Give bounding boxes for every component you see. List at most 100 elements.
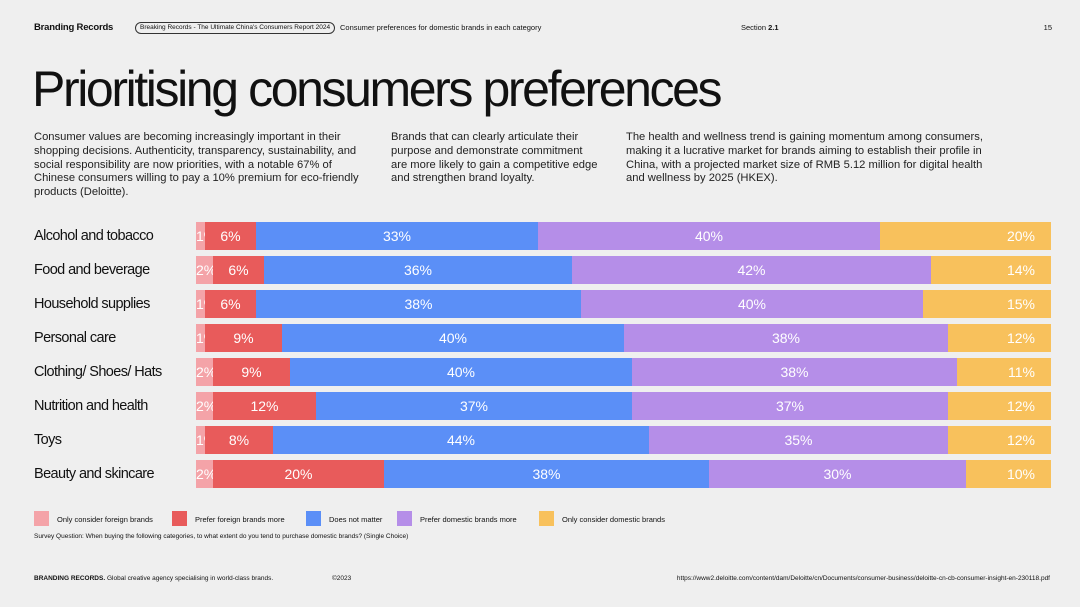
bar-segment: 40%	[538, 222, 880, 250]
legend-label: Does not matter	[329, 515, 383, 524]
category-label: Alcohol and tobacco	[34, 228, 154, 244]
bar-segment: 38%	[256, 290, 581, 318]
category-label: Beauty and skincare	[34, 466, 155, 482]
category-label: Household supplies	[34, 296, 150, 312]
data-label: 1%	[196, 330, 205, 346]
data-label: 12%	[250, 398, 279, 414]
bar-segment: 40%	[282, 324, 624, 352]
data-label: 2%	[196, 262, 213, 278]
report-pill: Breaking Records - The Ultimate China's …	[135, 22, 336, 34]
bar-segment: 40%	[290, 358, 632, 386]
data-label: 14%	[1006, 262, 1035, 278]
bar-segment: 6%	[205, 222, 256, 250]
data-label: 37%	[775, 398, 805, 414]
bar-segment: 9%	[213, 358, 290, 386]
bar-segment: 14%	[931, 256, 1051, 284]
bar-row: 1% 6% 38% 40% 15%	[196, 290, 1051, 318]
intro-paragraph-3: The health and wellness trend is gaining…	[626, 131, 983, 185]
data-label: 40%	[438, 330, 468, 346]
data-label: 6%	[220, 228, 241, 244]
data-label: 12%	[1006, 398, 1035, 414]
brand-name: Branding Records	[34, 22, 114, 33]
data-label: 11%	[1008, 364, 1035, 380]
bar-segment: 11%	[957, 358, 1051, 386]
top-bar: Branding Records Breaking Records - The …	[34, 22, 1052, 36]
bar-segment: 1%	[196, 290, 205, 318]
bar-row: 2% 6% 36% 42% 14%	[196, 256, 1051, 284]
data-label: 40%	[694, 228, 724, 244]
bar-segment: 2%	[196, 256, 213, 284]
bar-segment: 37%	[316, 392, 632, 420]
bar-segment: 6%	[205, 290, 256, 318]
bar-row: 1% 9% 40% 38% 12%	[196, 324, 1051, 352]
bar-segment: 42%	[572, 256, 931, 284]
data-label: 38%	[404, 296, 433, 312]
data-label: 35%	[784, 432, 813, 448]
bar-segment: 38%	[632, 358, 957, 386]
section-number: 2.1	[768, 23, 779, 32]
bar-segment: 20%	[213, 460, 384, 488]
category-label: Food and beverage	[34, 262, 150, 278]
data-label: 1%	[196, 296, 205, 312]
bar-segment: 10%	[966, 460, 1051, 488]
data-label: 9%	[241, 364, 262, 380]
page-title: Prioritising consumers preferences	[32, 61, 723, 117]
header-subtitle: Consumer preferences for domestic brands…	[340, 23, 542, 32]
legend-label: Prefer domestic brands more	[420, 515, 517, 524]
bar-row: 1% 8% 44% 35% 12%	[196, 426, 1051, 454]
bar-segment: 38%	[624, 324, 948, 352]
data-label: 6%	[228, 262, 249, 278]
category-label: Nutrition and health	[34, 398, 148, 414]
bar-segment: 40%	[581, 290, 923, 318]
legend-swatch	[172, 511, 187, 526]
bar-segment: 2%	[196, 392, 213, 420]
bar-row: 1% 6% 33% 40% 20%	[196, 222, 1051, 250]
data-label: 2%	[196, 398, 213, 414]
page-number: 15	[1043, 23, 1052, 32]
data-label: 44%	[446, 432, 476, 448]
legend-swatch	[539, 511, 554, 526]
data-label: 9%	[233, 330, 254, 346]
data-label: 20%	[284, 466, 313, 482]
data-label: 37%	[459, 398, 489, 414]
bar-segment: 2%	[196, 460, 213, 488]
category-label: Toys	[34, 432, 62, 448]
data-label: 1%	[196, 432, 205, 448]
bar-segment: 33%	[256, 222, 538, 250]
bar-segment: 6%	[213, 256, 264, 284]
legend-label: Only consider domestic brands	[562, 515, 665, 524]
bar-segment: 12%	[948, 392, 1051, 420]
data-label: 33%	[382, 228, 412, 244]
data-label: 38%	[771, 330, 801, 346]
data-label: 12%	[1006, 330, 1035, 346]
data-label: 40%	[737, 296, 767, 312]
bar-row: 2% 9% 40% 38% 11%	[196, 358, 1051, 386]
legend-label: Only consider foreign brands	[57, 515, 153, 524]
bar-segment: 30%	[709, 460, 966, 488]
footer-brand-line: BRANDING RECORDS. Global creative agency…	[34, 575, 273, 582]
category-label: Clothing/ Shoes/ Hats	[34, 364, 162, 380]
data-label: 6%	[220, 296, 241, 312]
footer-copyright: ©2023	[332, 575, 352, 582]
stacked-bar-chart: Alcohol and tobacco 1% 6% 33% 40% 20% Food and…	[34, 222, 1051, 490]
bar-segment: 8%	[205, 426, 273, 454]
legend-swatch	[397, 511, 412, 526]
bar-row: 2% 20% 38% 30% 10%	[196, 460, 1051, 488]
data-label: 12%	[1006, 432, 1035, 448]
bar-segment: 9%	[205, 324, 282, 352]
bar-segment: 36%	[264, 256, 572, 284]
data-label: 1%	[196, 228, 205, 244]
data-label: 2%	[196, 364, 213, 380]
bar-segment: 12%	[948, 324, 1051, 352]
data-label: 36%	[403, 262, 433, 278]
data-label: 10%	[1006, 466, 1035, 482]
bar-segment: 44%	[273, 426, 649, 454]
bar-segment: 2%	[196, 358, 213, 386]
intro-paragraph-2: Brands that can clearly articulate their…	[391, 131, 598, 185]
bar-segment: 1%	[196, 324, 205, 352]
footer-source-url: https://www2.deloitte.com/content/dam/De…	[676, 575, 1050, 582]
bar-segment: 12%	[948, 426, 1051, 454]
data-label: 30%	[823, 466, 852, 482]
bar-segment: 38%	[384, 460, 709, 488]
footer-brand: BRANDING RECORDS.	[34, 575, 106, 582]
